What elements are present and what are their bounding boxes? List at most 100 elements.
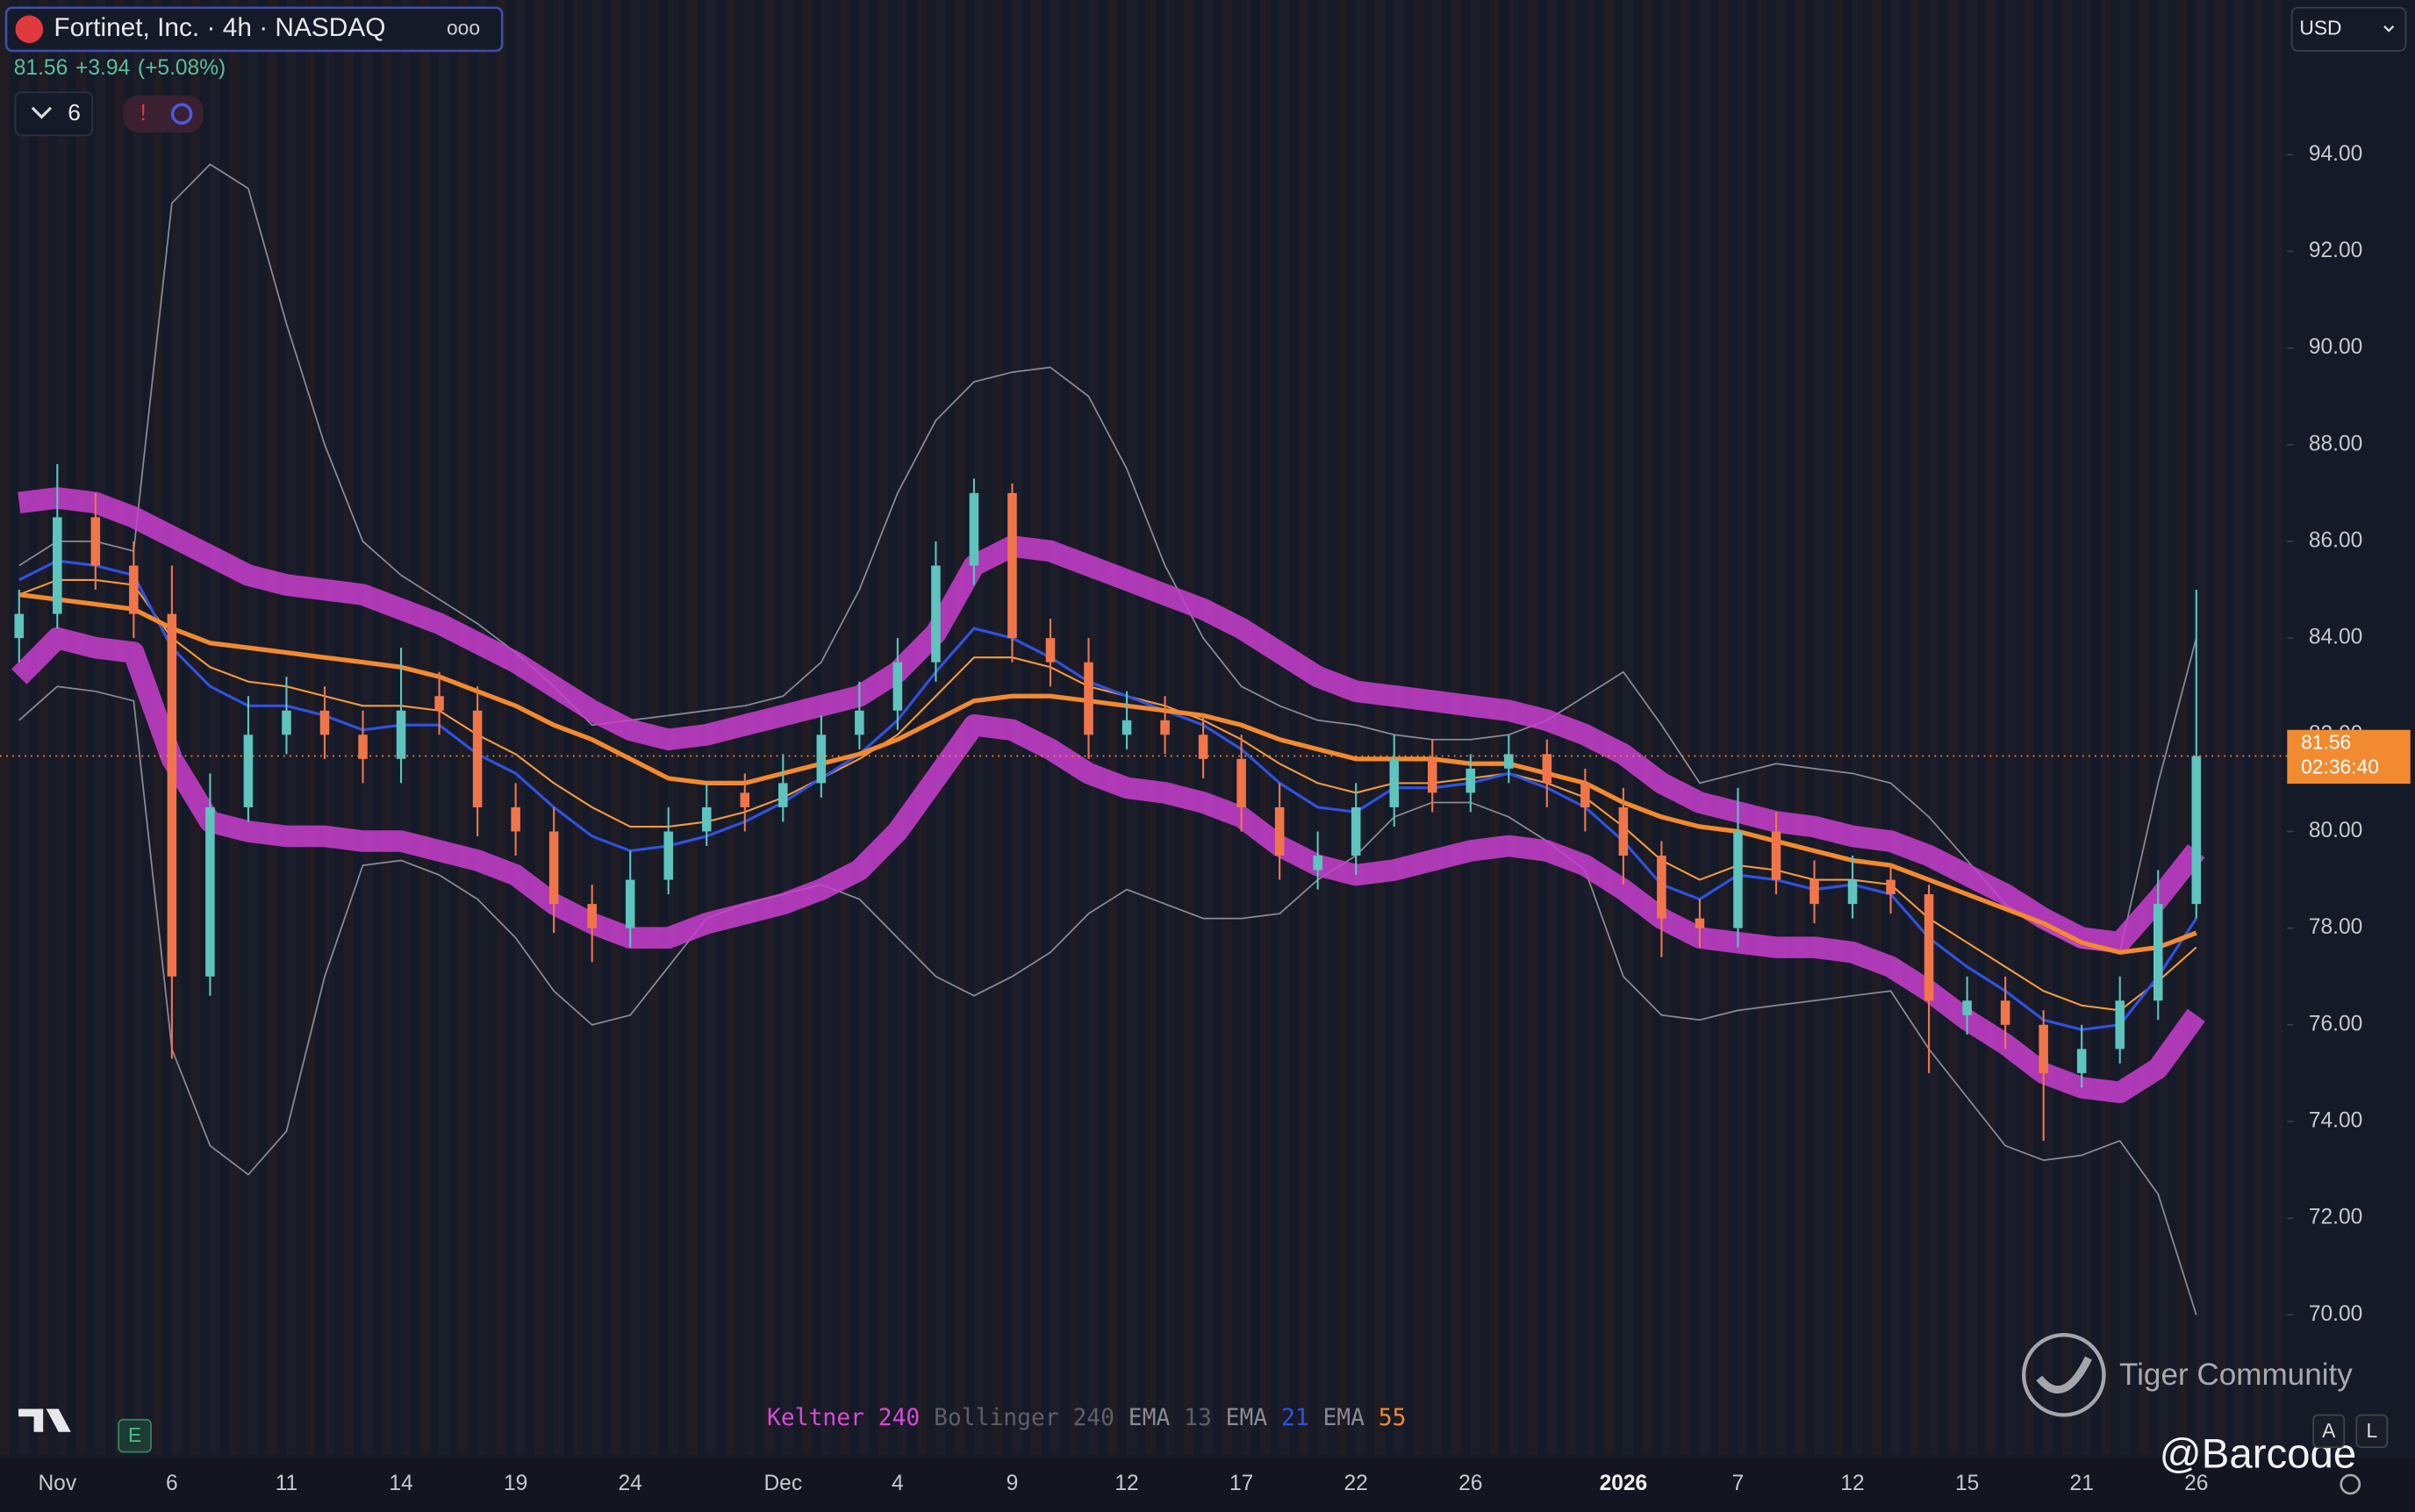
indicator-line bbox=[18, 685, 2197, 1315]
earnings-marker[interactable] bbox=[118, 1418, 152, 1453]
candle-body bbox=[2153, 904, 2163, 1001]
y-tick-label: 70.00 bbox=[2309, 1302, 2362, 1326]
session-stripe bbox=[2139, 0, 2149, 1456]
indicator-line bbox=[11, 627, 2205, 1104]
session-stripe bbox=[1661, 0, 1672, 1456]
session-stripe bbox=[1508, 0, 1519, 1456]
session-stripe bbox=[305, 0, 316, 1456]
currency-box[interactable] bbox=[2290, 6, 2407, 52]
session-stripe bbox=[2100, 0, 2110, 1456]
price-tag-countdown: 02:36:40 bbox=[2301, 756, 2379, 778]
session-stripe bbox=[1374, 0, 1385, 1456]
candle-body bbox=[1962, 1000, 1972, 1015]
candle-body bbox=[740, 792, 750, 807]
session-stripe bbox=[1604, 0, 1614, 1456]
session-stripe bbox=[2005, 0, 2016, 1456]
indicator-name: EMA bbox=[1129, 1404, 1171, 1430]
session-stripe bbox=[1890, 0, 1901, 1456]
candles bbox=[0, 463, 2288, 1142]
candle-body bbox=[1695, 918, 1705, 928]
x-tick-label: 6 bbox=[166, 1472, 178, 1495]
session-stripe bbox=[190, 0, 201, 1456]
candle-body bbox=[1313, 856, 1322, 871]
session-stripe bbox=[1069, 0, 1079, 1456]
candle-body bbox=[511, 806, 520, 832]
candle-body bbox=[1847, 879, 1858, 905]
session-stripe bbox=[2158, 0, 2168, 1456]
x-tick-label: 26 bbox=[1458, 1472, 1482, 1495]
session-stripe bbox=[477, 0, 487, 1456]
indicator-lines bbox=[11, 163, 2205, 1315]
session-stripe bbox=[419, 0, 430, 1456]
more-dots[interactable]: ooo bbox=[447, 16, 480, 39]
price-tag-value: 81.56 bbox=[2301, 731, 2351, 754]
session-stripe bbox=[668, 0, 678, 1456]
currency: USD bbox=[2299, 16, 2341, 39]
session-stripe bbox=[897, 0, 907, 1456]
session-stripe bbox=[1871, 0, 1881, 1456]
indicator-name: Keltner bbox=[767, 1404, 864, 1430]
candle-body bbox=[2000, 1000, 2010, 1025]
session-stripe bbox=[1145, 0, 1156, 1456]
y-tick-label: 86.00 bbox=[2309, 528, 2362, 552]
candle-body bbox=[2115, 1000, 2125, 1050]
y-tick-label: 72.00 bbox=[2309, 1206, 2362, 1229]
candle-body bbox=[1160, 720, 1170, 735]
session-stripe bbox=[591, 0, 602, 1456]
x-tick-label: 19 bbox=[504, 1472, 527, 1495]
candle-body bbox=[855, 710, 864, 735]
session-stripe bbox=[1413, 0, 1423, 1456]
candle-body bbox=[1007, 492, 1017, 639]
session-stripe bbox=[38, 0, 48, 1456]
y-tick-label: 90.00 bbox=[2309, 335, 2362, 359]
session-stripe bbox=[1680, 0, 1691, 1456]
candle-body bbox=[1236, 758, 1246, 807]
x-tick-label: 4 bbox=[892, 1472, 904, 1495]
x-tick-label: 17 bbox=[1229, 1472, 1253, 1495]
candle-body bbox=[396, 710, 406, 759]
session-stripe bbox=[114, 0, 125, 1456]
settings-icon[interactable] bbox=[2340, 1473, 2361, 1495]
session-stripe bbox=[1279, 0, 1290, 1456]
session-stripe bbox=[1336, 0, 1347, 1456]
x-tick-label: 26 bbox=[2184, 1472, 2208, 1495]
auto-scale-label: A bbox=[2322, 1419, 2336, 1442]
y-tick-label: 92.00 bbox=[2309, 239, 2362, 262]
session-stripe bbox=[1451, 0, 1461, 1456]
session-stripe bbox=[362, 0, 373, 1456]
indicator-length: 21 bbox=[1281, 1404, 1309, 1430]
candle-body bbox=[1389, 758, 1399, 807]
session-stripe bbox=[1699, 0, 1709, 1456]
symbol-box[interactable] bbox=[4, 6, 504, 53]
x-tick-label: 22 bbox=[1344, 1472, 1368, 1495]
symbol-logo bbox=[15, 15, 44, 44]
candle-body bbox=[778, 783, 788, 807]
session-stripe bbox=[2024, 0, 2034, 1456]
indicator-count: 6 bbox=[68, 99, 81, 125]
x-tick-label: Dec bbox=[763, 1472, 802, 1495]
axes: 70.0072.0074.0076.0078.0080.0082.0084.00… bbox=[38, 142, 2411, 1495]
session-stripe bbox=[783, 0, 793, 1456]
session-stripe bbox=[1489, 0, 1500, 1456]
tiger-logo-mark bbox=[2036, 1356, 2092, 1394]
session-stripe bbox=[840, 0, 850, 1456]
session-stripe bbox=[1738, 0, 1748, 1456]
candle-body bbox=[358, 735, 368, 759]
session-stripe bbox=[210, 0, 220, 1456]
indicator-length: 55 bbox=[1379, 1404, 1407, 1430]
indicator-line bbox=[18, 578, 2197, 1012]
x-tick-label: 12 bbox=[1114, 1472, 1138, 1495]
session-stripe bbox=[1967, 0, 1977, 1456]
candle-body bbox=[587, 904, 597, 928]
y-tick-label: 88.00 bbox=[2309, 432, 2362, 455]
candle-body bbox=[1809, 879, 1819, 905]
session-stripe bbox=[324, 0, 334, 1456]
session-stripe bbox=[286, 0, 297, 1456]
candle-body bbox=[1351, 806, 1361, 856]
auto-scale-button[interactable] bbox=[2312, 1414, 2346, 1449]
log-scale-button[interactable] bbox=[2355, 1414, 2389, 1449]
session-stripe bbox=[1833, 0, 1844, 1456]
indicator-toggle[interactable] bbox=[14, 91, 94, 137]
session-stripe bbox=[1088, 0, 1099, 1456]
candle-body bbox=[1657, 856, 1666, 919]
